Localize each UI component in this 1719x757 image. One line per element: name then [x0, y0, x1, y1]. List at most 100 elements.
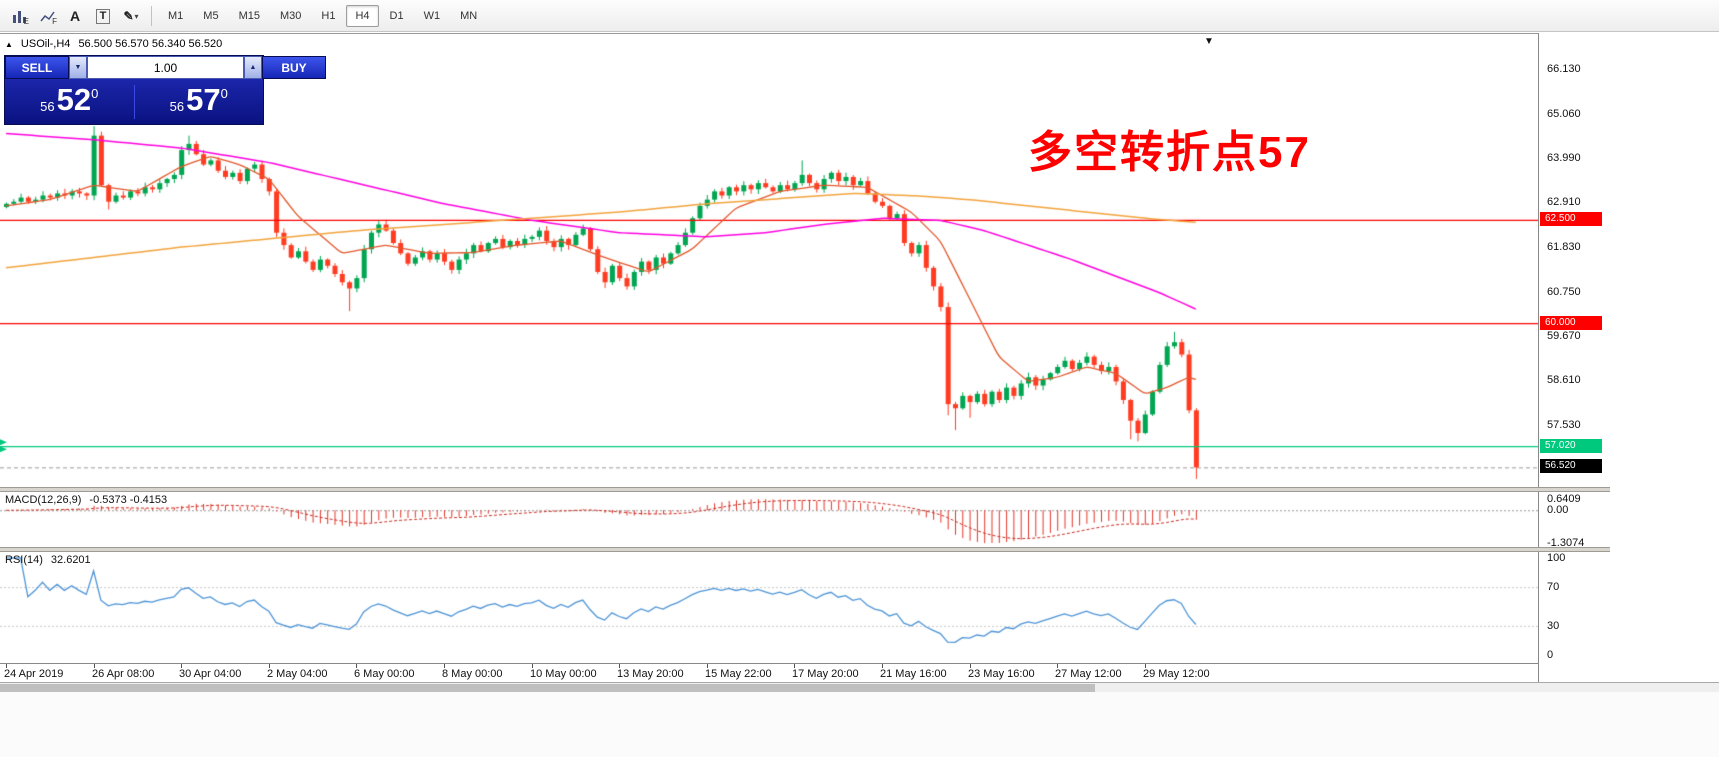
buy-price-point: 0 [220, 85, 228, 101]
chart-shift-marker-icon[interactable]: ▼ [1204, 36, 1214, 47]
time-axis-label: 13 May 20:00 [617, 668, 684, 680]
time-axis-tick [1145, 664, 1146, 668]
price-level-badge: 62.500 [1540, 212, 1602, 227]
buy-price-pips: 57 [186, 81, 221, 117]
time-axis-tick [882, 664, 883, 668]
time-axis-tick [707, 664, 708, 668]
icon-letter: E [23, 16, 29, 26]
time-axis-label: 17 May 20:00 [792, 668, 859, 680]
time-axis-label: 2 May 04:00 [267, 668, 328, 680]
time-axis-label: 6 May 00:00 [354, 668, 415, 680]
symbol-period-label: USOil-,H4 [20, 38, 71, 50]
rsi-axis-tick: 30 [1547, 619, 1560, 632]
main-chart-panel: ▲ USOil-,H4 56.500 56.570 56.340 56.520 … [0, 33, 1538, 488]
time-axis-tick [6, 664, 7, 668]
text-tool-icon[interactable]: T [90, 4, 116, 28]
macd-label-row: MACD(12,26,9) -0.5373 -0.4153 [5, 494, 167, 506]
timeframe-button-h1[interactable]: H1 [312, 5, 344, 27]
time-axis-label: 29 May 12:00 [1143, 668, 1210, 680]
buy-button[interactable]: BUY [262, 56, 326, 79]
time-axis-tick [1057, 664, 1058, 668]
sell-price-pips: 52 [56, 81, 92, 117]
timeframe-button-m5[interactable]: M5 [194, 5, 227, 27]
horizontal-scrollbar[interactable] [0, 682, 1719, 692]
timeframe-button-d1[interactable]: D1 [381, 5, 413, 27]
price-axis-tick: 63.990 [1547, 151, 1581, 164]
toolbar-separator [151, 5, 152, 26]
time-axis-label: 21 May 16:00 [880, 668, 947, 680]
price-axis-tick: 66.130 [1547, 63, 1581, 76]
time-axis-label: 30 Apr 04:00 [179, 668, 242, 680]
rsi-panel: RSI(14) 32.6201 [0, 552, 1538, 663]
timeframe-button-m30[interactable]: M30 [271, 5, 310, 27]
rsi-canvas[interactable] [0, 552, 1538, 663]
chart-title: ▲ USOil-,H4 56.500 56.570 56.340 56.520 [5, 38, 222, 50]
time-axis-tick [444, 664, 445, 668]
price-axis-tick: 59.670 [1547, 330, 1581, 343]
sell-button[interactable]: SELL [5, 56, 69, 79]
sell-price-point: 0 [91, 85, 99, 101]
macd-axis-tick: 0.6409 [1547, 493, 1581, 505]
time-axis-tick [94, 664, 95, 668]
current-price-badge: 56.520 [1540, 459, 1602, 474]
time-axis-tick [356, 664, 357, 668]
trade-prices-row: 56 52 0 56 57 0 [5, 79, 263, 124]
ohlc-values: 56.500 56.570 56.340 56.520 [78, 38, 223, 50]
objects-icon[interactable]: ✎ ▾ [118, 4, 144, 28]
rsi-name: RSI(14) [5, 554, 43, 566]
scrollbar-thumb[interactable] [0, 684, 1095, 692]
chevron-up-icon: ▲ [249, 64, 257, 71]
chevron-down-icon: ▾ [134, 11, 139, 21]
volume-up-button[interactable]: ▲ [244, 56, 262, 79]
rsi-axis-tick: 0 [1547, 649, 1554, 661]
timeframe-button-m1[interactable]: M1 [159, 5, 192, 27]
triangle-up-icon: ▲ [5, 39, 13, 49]
chart-style-e-icon[interactable]: E [6, 4, 32, 28]
time-axis-tick [619, 664, 620, 668]
time-axis-label: 15 May 22:00 [705, 668, 772, 680]
time-axis-tick [970, 664, 971, 668]
price-axis-tick: 62.910 [1547, 196, 1581, 209]
icon-letter: T [95, 8, 111, 24]
timeframe-button-h4[interactable]: H4 [346, 4, 379, 27]
macd-values: -0.5373 -0.4153 [89, 494, 168, 506]
time-axis-tick [532, 664, 533, 668]
buy-price-int: 56 [169, 98, 185, 114]
panel-splitter[interactable] [0, 487, 1610, 492]
macd-name: MACD(12,26,9) [5, 494, 82, 506]
sell-price-button[interactable]: 56 52 0 [5, 81, 134, 119]
time-axis[interactable]: 24 Apr 2019 26 Apr 08:00 30 Apr 04:00 2 May… [0, 663, 1538, 682]
rsi-axis-tick: 100 [1547, 552, 1566, 564]
price-axis[interactable]: 66.130 65.060 63.990 62.910 61.830 60.750 59.6… [1538, 33, 1710, 682]
trade-controls-row: SELL ▼ ▲ BUY [5, 56, 326, 79]
panel-splitter[interactable] [0, 547, 1610, 552]
main-toolbar: E F A T ✎ ▾ M1 M5 M15 M30 H1 H4 D1 W1 MN [0, 0, 1719, 32]
sell-price-int: 56 [40, 98, 55, 114]
macd-canvas[interactable] [0, 492, 1538, 547]
chart-style-f-icon[interactable]: F [34, 4, 60, 28]
volume-down-button[interactable]: ▼ [69, 56, 87, 79]
price-axis-tick: 60.750 [1547, 285, 1581, 298]
rsi-label-row: RSI(14) 32.6201 [5, 554, 91, 566]
timeframe-button-mn[interactable]: MN [451, 5, 486, 27]
bars-icon [12, 10, 26, 23]
price-level-badge: 57.020 [1540, 438, 1602, 453]
timeframe-button-m15[interactable]: M15 [230, 5, 269, 27]
rsi-value: 32.6201 [50, 554, 91, 566]
icon-letter: A [69, 7, 81, 24]
time-axis-label: 10 May 00:00 [530, 668, 597, 680]
cursor-a-icon[interactable]: A [62, 4, 88, 28]
chevron-down-icon: ▼ [74, 64, 82, 71]
price-axis-tick: 61.830 [1547, 240, 1581, 253]
price-divider [133, 84, 135, 119]
buy-price-button[interactable]: 56 57 0 [135, 81, 264, 119]
lines-icon [39, 11, 55, 21]
timeframe-button-w1[interactable]: W1 [415, 5, 450, 27]
timeframe-group: M1 M5 M15 M30 H1 H4 D1 W1 MN [158, 4, 487, 27]
time-axis-tick [269, 664, 270, 668]
macd-panel: MACD(12,26,9) -0.5373 -0.4153 [0, 492, 1538, 547]
volume-input[interactable] [87, 56, 244, 79]
time-axis-tick [181, 664, 182, 668]
